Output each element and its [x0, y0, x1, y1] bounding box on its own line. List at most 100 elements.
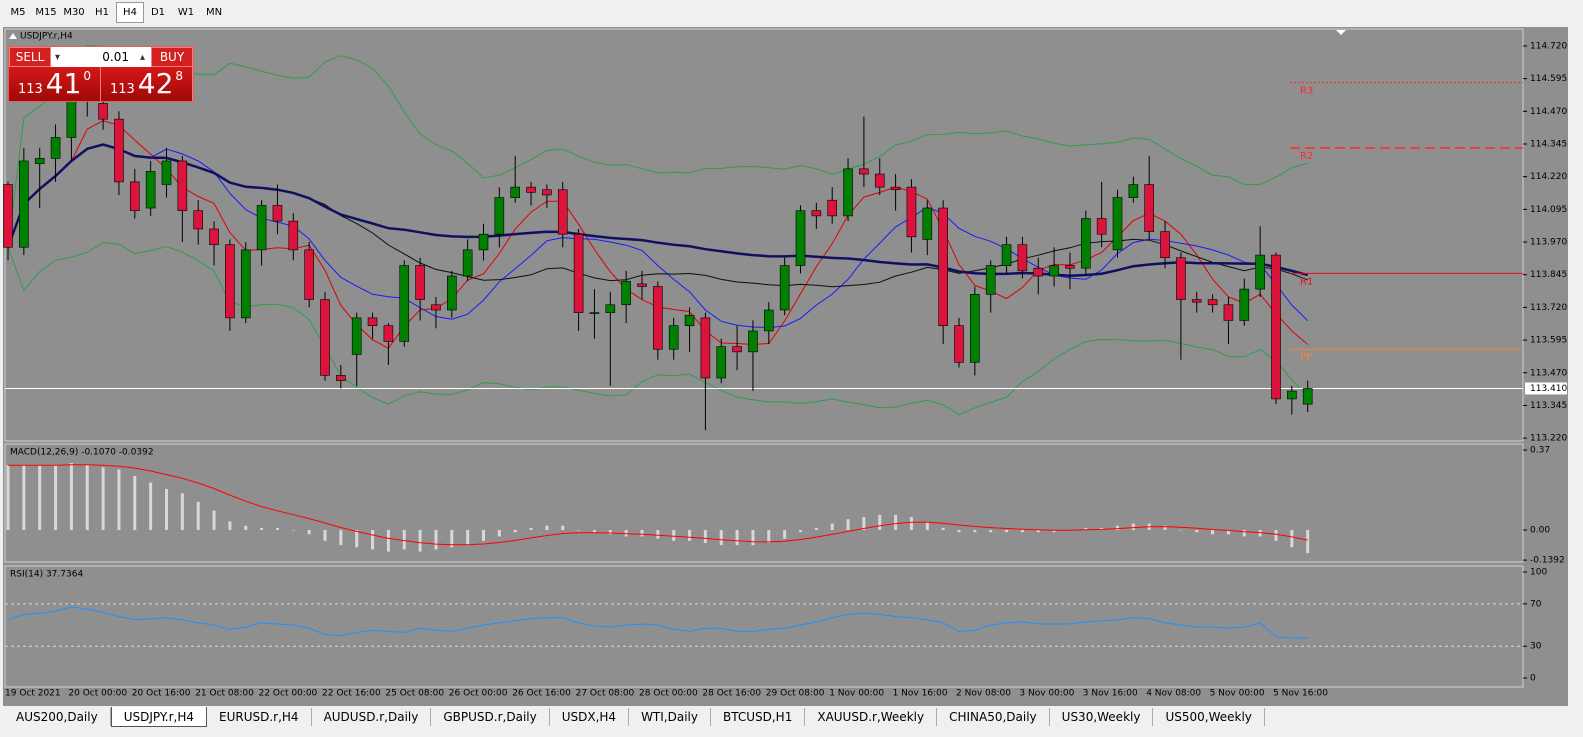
candle-body: [1033, 267, 1044, 277]
candle-body: [1255, 254, 1265, 290]
timeframe-button[interactable]: M5: [10, 7, 26, 18]
candle-body: [1223, 304, 1234, 321]
candle-body: [1049, 265, 1059, 277]
x-tick-label: 1 Nov 16:00: [893, 689, 948, 699]
candle-body: [811, 210, 822, 217]
macd-label: MACD(12,26,9) -0.1070 -0.0392: [10, 448, 154, 458]
candle-body: [1302, 388, 1313, 405]
chart-tab[interactable]: US30,Weekly: [1050, 708, 1154, 726]
chart-tab[interactable]: US500,Weekly: [1153, 708, 1265, 726]
chart-tab[interactable]: USDJPY.r,H4: [110, 707, 207, 727]
y-tick-label: 30: [1530, 642, 1542, 652]
moving-average: [6, 143, 1309, 277]
macd-bar: [1274, 530, 1278, 541]
candle-body: [415, 265, 425, 300]
macd-bar: [767, 530, 771, 543]
x-tick-label: 20 Oct 16:00: [132, 689, 191, 699]
macd-bar: [1036, 530, 1040, 533]
macd-bar: [561, 525, 565, 531]
macd-bar: [69, 463, 73, 531]
candle-body: [938, 207, 948, 327]
chart-tab[interactable]: USDX,H4: [550, 708, 630, 726]
chart-tab[interactable]: XAUUSD.r,Weekly: [805, 708, 938, 726]
candle-body: [240, 249, 251, 319]
macd-bar: [814, 527, 818, 531]
ask-big: 113: [109, 82, 135, 97]
timeframe-button[interactable]: M30: [63, 7, 85, 18]
candle-body: [954, 325, 964, 363]
macd-bar: [54, 465, 58, 531]
bid-price[interactable]: 113 41 0: [9, 67, 101, 101]
macd-bar: [894, 514, 898, 531]
macd-bar: [1116, 525, 1119, 531]
macd-signal: [8, 464, 1308, 546]
candle-body: [1160, 231, 1170, 259]
chart-tab[interactable]: GBPUSD.r,Daily: [431, 708, 550, 726]
y-tick-label: 70: [1530, 599, 1542, 609]
macd-bar: [672, 530, 676, 541]
timeframe-button[interactable]: H1: [95, 7, 109, 18]
x-tick-label: 27 Oct 08:00: [576, 689, 635, 699]
chart-tab[interactable]: WTI,Daily: [629, 708, 711, 726]
rsi-label: RSI(14) 37.7364: [10, 570, 83, 580]
ask-pips: 42: [137, 67, 174, 100]
candle-body: [114, 118, 124, 183]
macd-bar: [1195, 530, 1199, 533]
x-tick-label: 1 Nov 00:00: [829, 689, 884, 699]
timeframe-toolbar: M5 M15 M30 H1 H4 D1 W1 MN: [4, 2, 228, 23]
candle-body: [161, 160, 172, 185]
candle-body: [351, 317, 362, 355]
bid-pips: 41: [45, 67, 82, 100]
macd-bar: [165, 488, 168, 531]
macd-bar: [1020, 530, 1024, 533]
candle-body: [1128, 184, 1139, 198]
chart-tab[interactable]: AUS200,Daily: [4, 708, 111, 726]
chart-tab[interactable]: CHINA50,Daily: [937, 708, 1050, 726]
sell-button[interactable]: SELL: [9, 47, 51, 67]
y-tick-label: 113.470: [1530, 368, 1567, 378]
x-tick-label: 21 Oct 08:00: [195, 689, 254, 699]
macd-bar: [878, 514, 882, 531]
bid-fraction: 0: [83, 69, 92, 83]
timeframe-button[interactable]: MN: [205, 7, 223, 18]
candle-body: [557, 189, 568, 235]
ask-price[interactable]: 113 42 8: [101, 67, 193, 101]
candle-body: [874, 173, 885, 188]
lot-input[interactable]: 0.01: [51, 47, 151, 67]
candle-body: [779, 265, 790, 311]
rsi-line: [7, 606, 1308, 639]
macd-bar: [386, 530, 390, 552]
timeframe-button[interactable]: H4: [116, 2, 144, 23]
y-tick-label: 0.37: [1530, 446, 1550, 456]
chart-tab[interactable]: AUDUSD.r,Daily: [312, 708, 432, 726]
macd-bar: [228, 521, 232, 531]
timeframe-button[interactable]: M15: [35, 7, 57, 18]
macd-bar: [751, 530, 755, 546]
candle-body: [209, 228, 219, 245]
candle-body: [446, 275, 457, 311]
macd-bar: [371, 530, 375, 550]
chart-tab[interactable]: EURUSD.r,H4: [207, 708, 312, 726]
timeframe-button[interactable]: D1: [150, 7, 166, 18]
candle-body: [130, 181, 140, 211]
candle-body: [748, 330, 758, 353]
chart-tab[interactable]: BTCUSD,H1: [711, 708, 806, 726]
macd-bar: [608, 530, 612, 535]
macd-bar: [1211, 530, 1215, 535]
timeframe-button[interactable]: W1: [177, 7, 195, 18]
candle-body: [684, 314, 695, 327]
candle-body: [510, 186, 521, 198]
y-tick-label: 113.220: [1530, 434, 1567, 444]
macd-bar: [180, 493, 184, 531]
candle-body: [589, 312, 600, 314]
candle-body: [621, 280, 631, 306]
macd-bar: [941, 527, 945, 531]
buy-button[interactable]: BUY: [151, 47, 193, 67]
y-tick-label: 113.345: [1530, 401, 1567, 411]
macd-bar: [799, 530, 802, 533]
x-tick-label: 28 Oct 00:00: [639, 689, 698, 699]
y-tick-label: 114.470: [1530, 107, 1567, 117]
x-tick-label: 4 Nov 08:00: [1146, 689, 1201, 699]
